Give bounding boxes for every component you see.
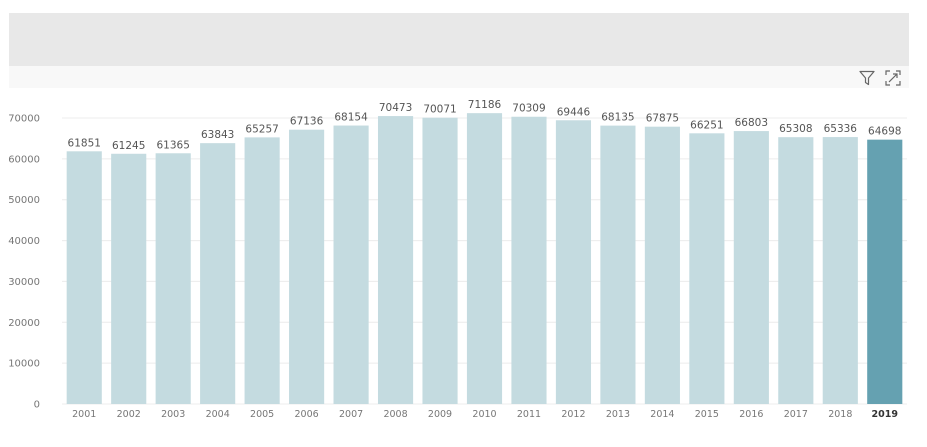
- bar-2004[interactable]: [200, 143, 236, 404]
- data-label-2002: 61245: [112, 140, 145, 152]
- data-label-2018: 65336: [824, 123, 858, 135]
- bar-2018[interactable]: [822, 137, 858, 404]
- x-tick-label-2015: 2015: [695, 409, 719, 420]
- x-tick-label-2016: 2016: [739, 409, 763, 420]
- bar-2007[interactable]: [333, 125, 369, 404]
- data-label-2012: 69446: [557, 106, 591, 118]
- x-tick-label-2006: 2006: [295, 409, 319, 420]
- bar-2017[interactable]: [778, 137, 814, 404]
- data-label-2005: 65257: [245, 123, 278, 135]
- x-tick-label-2010: 2010: [472, 409, 496, 420]
- y-tick-label: 30000: [8, 277, 40, 288]
- data-label-2017: 65308: [779, 123, 812, 135]
- x-tick-label-2001: 2001: [72, 409, 96, 420]
- bar-2003[interactable]: [155, 153, 191, 404]
- bar-2010[interactable]: [466, 113, 503, 404]
- bar-2008[interactable]: [377, 116, 414, 405]
- data-label-2014: 67875: [646, 113, 679, 125]
- x-tick-label-2019: 2019: [872, 409, 898, 420]
- bar-2011[interactable]: [511, 116, 547, 404]
- x-tick-label-2018: 2018: [828, 409, 852, 420]
- bar-2005[interactable]: [244, 137, 280, 404]
- bar-2006[interactable]: [289, 129, 325, 405]
- bar-2015[interactable]: [689, 133, 725, 405]
- data-label-2006: 67136: [290, 116, 324, 128]
- x-tick-label-2008: 2008: [383, 409, 407, 420]
- bar-2016[interactable]: [733, 131, 769, 405]
- data-label-2019: 64698: [868, 126, 901, 138]
- x-tick-label-2014: 2014: [650, 409, 674, 420]
- bar-2001[interactable]: [66, 151, 102, 404]
- data-label-2015: 66251: [690, 119, 723, 131]
- data-labels: 61851 61245 61365 63843 65257 67136 68154 70473…: [68, 99, 902, 152]
- y-tick-label: 10000: [8, 359, 40, 370]
- y-tick-label: 50000: [8, 195, 40, 206]
- y-axis-ticks: 0 10000 20000 30000 40000 50000 60000 70000: [8, 114, 40, 411]
- data-label-2013: 68135: [601, 112, 634, 124]
- x-tick-label-2004: 2004: [206, 409, 230, 420]
- x-tick-label-2002: 2002: [117, 409, 141, 420]
- bar-2012[interactable]: [555, 120, 592, 404]
- bars: [66, 113, 903, 405]
- x-tick-label-2013: 2013: [606, 409, 630, 420]
- data-label-2007: 68154: [334, 112, 368, 124]
- data-label-2008: 70473: [379, 102, 412, 114]
- x-tick-label-2007: 2007: [339, 409, 363, 420]
- data-label-2003: 61365: [156, 139, 189, 151]
- focus-mode-icon[interactable]: [884, 69, 902, 87]
- visual-toolbar: [858, 67, 910, 89]
- data-label-2009: 70071: [423, 104, 456, 116]
- x-axis-ticks: 2001 2002 2003 2004 2005 2006 2007 2008 2009 2010…: [72, 409, 898, 420]
- bar-2014[interactable]: [644, 126, 680, 405]
- y-tick-label: 70000: [8, 114, 40, 125]
- visual-header-area: [9, 13, 909, 66]
- bar-2009[interactable]: [422, 117, 458, 405]
- x-tick-label-2009: 2009: [428, 409, 452, 420]
- data-label-2011: 70309: [512, 103, 545, 115]
- data-label-2010: 71186: [468, 99, 502, 111]
- x-tick-label-2003: 2003: [161, 409, 185, 420]
- y-tick-label: 0: [34, 400, 40, 411]
- filter-icon[interactable]: [858, 69, 876, 87]
- x-tick-label-2017: 2017: [784, 409, 808, 420]
- x-tick-label-2005: 2005: [250, 409, 274, 420]
- bar-2013[interactable]: [600, 125, 636, 404]
- bar-2002[interactable]: [111, 153, 147, 404]
- visual-header-bar: [9, 66, 909, 88]
- x-tick-label-2011: 2011: [517, 409, 541, 420]
- y-tick-label: 60000: [8, 154, 40, 165]
- data-label-2004: 63843: [201, 129, 234, 141]
- x-tick-label-2012: 2012: [561, 409, 585, 420]
- y-tick-label: 40000: [8, 236, 40, 247]
- bar-2019[interactable]: [867, 139, 903, 404]
- y-tick-label: 20000: [8, 318, 40, 329]
- data-label-2016: 66803: [735, 117, 768, 129]
- data-label-2001: 61851: [68, 137, 101, 149]
